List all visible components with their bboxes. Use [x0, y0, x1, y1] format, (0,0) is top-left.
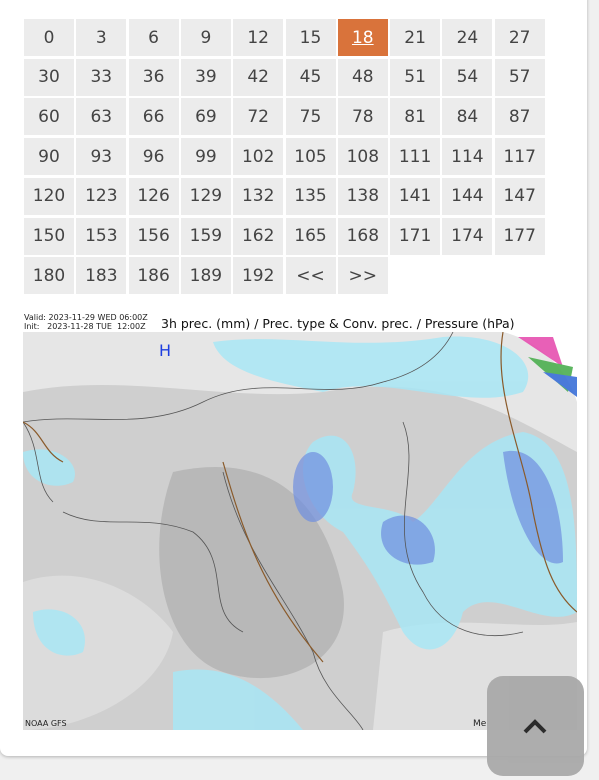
hour-button[interactable]: 102 — [233, 138, 284, 176]
hour-button[interactable]: 57 — [494, 58, 545, 96]
hour-button[interactable]: 42 — [233, 58, 284, 96]
pressure-label: H — [159, 341, 171, 360]
hour-button[interactable]: 135 — [285, 177, 336, 215]
hour-button[interactable]: 132 — [233, 177, 284, 215]
hour-button[interactable]: 93 — [76, 138, 127, 176]
hour-button[interactable]: << — [285, 257, 336, 295]
hour-button[interactable]: 0 — [24, 19, 74, 56]
hour-button[interactable]: 144 — [442, 177, 493, 215]
hour-button[interactable]: 60 — [24, 98, 74, 136]
hour-button[interactable]: 9 — [180, 19, 231, 56]
init-time: Init: 2023-11-28 TUE 12:00Z — [24, 322, 146, 331]
hour-button[interactable]: 81 — [390, 98, 441, 136]
hour-button[interactable]: 87 — [494, 98, 545, 136]
hour-button[interactable]: 114 — [442, 138, 493, 176]
hour-button[interactable]: 96 — [128, 138, 179, 176]
hour-button[interactable]: 111 — [390, 138, 441, 176]
hour-button[interactable]: 36 — [128, 58, 179, 96]
hour-button[interactable]: 99 — [180, 138, 231, 176]
hour-button[interactable]: 3 — [76, 19, 127, 56]
hour-button[interactable]: 15 — [285, 19, 336, 56]
hour-button[interactable]: 27 — [494, 19, 545, 56]
hour-button[interactable]: 156 — [128, 217, 179, 255]
hour-button[interactable]: 171 — [390, 217, 441, 255]
forecast-map: H NOAA GFS Me — [23, 332, 577, 730]
hour-button[interactable]: 183 — [76, 257, 127, 295]
hour-button[interactable]: 120 — [24, 177, 74, 215]
hour-button[interactable]: 33 — [76, 58, 127, 96]
hour-button[interactable]: 18 — [337, 19, 388, 56]
hour-button[interactable]: 138 — [337, 177, 388, 215]
caret-icon — [523, 719, 547, 734]
hour-button[interactable]: 84 — [442, 98, 493, 136]
source-label: NOAA GFS — [25, 719, 67, 728]
hour-button[interactable]: >> — [337, 257, 388, 295]
hour-button[interactable]: 48 — [337, 58, 388, 96]
hour-button[interactable]: 117 — [494, 138, 545, 176]
hour-button[interactable]: 192 — [233, 257, 284, 295]
hour-button[interactable]: 66 — [128, 98, 179, 136]
hour-button[interactable]: 54 — [442, 58, 493, 96]
hour-button[interactable]: 180 — [24, 257, 74, 295]
hour-button[interactable]: 72 — [233, 98, 284, 136]
hour-button[interactable]: 51 — [390, 58, 441, 96]
valid-time: Valid: 2023-11-29 WED 06:00Z — [24, 313, 148, 322]
hour-button[interactable]: 90 — [24, 138, 74, 176]
hour-button[interactable]: 123 — [76, 177, 127, 215]
hour-button[interactable]: 174 — [442, 217, 493, 255]
hour-button[interactable]: 78 — [337, 98, 388, 136]
map-title: 3h prec. (mm) / Prec. type & Conv. prec.… — [161, 316, 515, 331]
hour-button[interactable]: 24 — [442, 19, 493, 56]
hour-button[interactable]: 150 — [24, 217, 74, 255]
hour-button[interactable]: 159 — [180, 217, 231, 255]
hour-button[interactable]: 186 — [128, 257, 179, 295]
hour-button[interactable]: 153 — [76, 217, 127, 255]
hour-button[interactable]: 6 — [128, 19, 179, 56]
hour-button[interactable]: 165 — [285, 217, 336, 255]
hour-button[interactable]: 108 — [337, 138, 388, 176]
scroll-top-button[interactable] — [487, 676, 584, 776]
hour-button[interactable]: 30 — [24, 58, 74, 96]
cut-text: Me — [473, 719, 487, 729]
hour-button[interactable]: 45 — [285, 58, 336, 96]
hour-button[interactable]: 12 — [233, 19, 284, 56]
hour-button[interactable]: 147 — [494, 177, 545, 215]
hour-button[interactable]: 69 — [180, 98, 231, 136]
hour-button[interactable]: 63 — [76, 98, 127, 136]
hour-button[interactable]: 21 — [390, 19, 441, 56]
hour-button[interactable]: 39 — [180, 58, 231, 96]
hour-button[interactable]: 177 — [494, 217, 545, 255]
hour-button[interactable]: 141 — [390, 177, 441, 215]
hour-button[interactable]: 189 — [180, 257, 231, 295]
hour-button[interactable]: 168 — [337, 217, 388, 255]
hour-button[interactable]: 75 — [285, 98, 336, 136]
hour-button[interactable]: 126 — [128, 177, 179, 215]
hour-button[interactable]: 129 — [180, 177, 231, 215]
hour-button[interactable]: 162 — [233, 217, 284, 255]
hour-button[interactable]: 105 — [285, 138, 336, 176]
